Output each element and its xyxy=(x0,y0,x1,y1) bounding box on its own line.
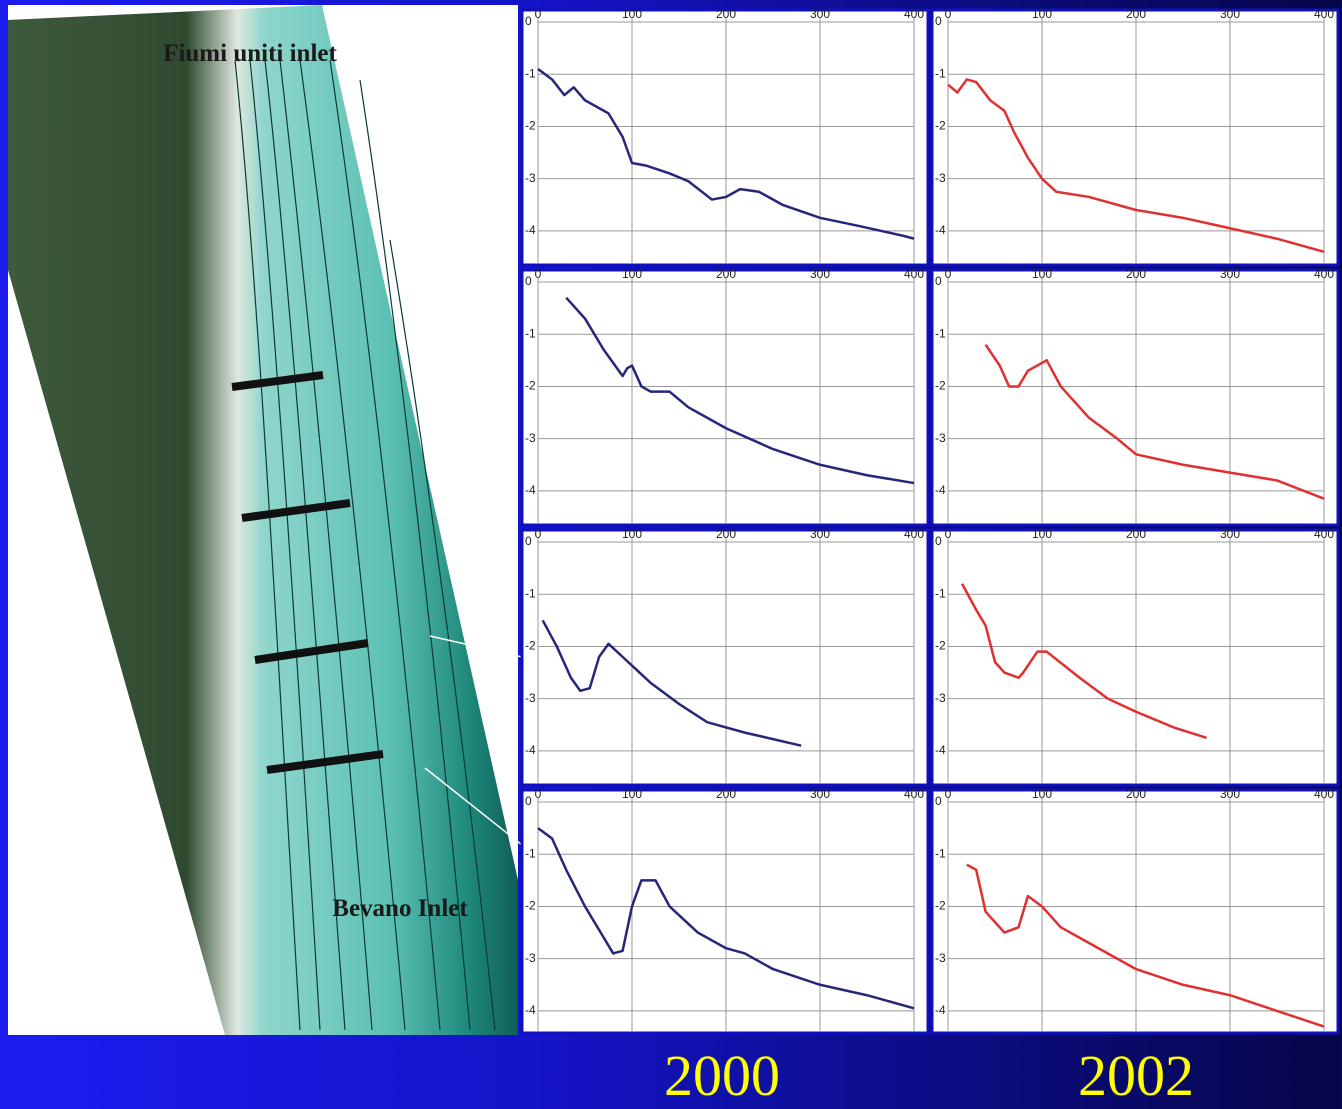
x-tick-label: 400 xyxy=(904,267,924,281)
x-tick-label: 0 xyxy=(945,787,952,801)
x-tick-label: 100 xyxy=(622,787,642,801)
y-tick-label: -3 xyxy=(525,691,536,705)
y-tick-label: -2 xyxy=(525,899,536,913)
x-tick-label: 400 xyxy=(904,787,924,801)
y-tick-label: -1 xyxy=(935,66,946,80)
y-tick-label: -3 xyxy=(935,431,946,445)
x-tick-label: 100 xyxy=(622,527,642,541)
y-tick-label: -1 xyxy=(935,326,946,340)
x-tick-label: 400 xyxy=(1314,267,1334,281)
x-tick-label: 200 xyxy=(1126,267,1146,281)
y-tick-label: -4 xyxy=(525,743,536,757)
x-tick-label: 200 xyxy=(1126,527,1146,541)
y-tick-label: -1 xyxy=(935,846,946,860)
chart-panel xyxy=(522,530,928,785)
chart-panel xyxy=(522,790,928,1033)
y-tick-label: -2 xyxy=(935,639,946,653)
chart-panel xyxy=(522,270,928,525)
y-tick-label: 0 xyxy=(525,274,532,288)
x-tick-label: 0 xyxy=(535,527,542,541)
x-tick-label: 0 xyxy=(535,7,542,21)
y-tick-label: -3 xyxy=(525,171,536,185)
x-tick-label: 0 xyxy=(535,787,542,801)
x-tick-label: 0 xyxy=(945,527,952,541)
y-tick-label: -4 xyxy=(935,223,946,237)
y-tick-label: 0 xyxy=(525,14,532,28)
x-tick-label: 0 xyxy=(945,267,952,281)
y-tick-label: -4 xyxy=(935,483,946,497)
y-tick-label: -3 xyxy=(525,951,536,965)
year-label: 2002 xyxy=(1036,1042,1236,1109)
x-tick-label: 400 xyxy=(1314,7,1334,21)
x-tick-label: 400 xyxy=(904,527,924,541)
x-tick-label: 0 xyxy=(945,7,952,21)
y-tick-label: -2 xyxy=(525,119,536,133)
y-tick-label: -4 xyxy=(935,743,946,757)
x-tick-label: 200 xyxy=(1126,787,1146,801)
y-tick-label: 0 xyxy=(935,274,942,288)
x-tick-label: 400 xyxy=(1314,527,1334,541)
x-tick-label: 100 xyxy=(1032,7,1052,21)
y-tick-label: -4 xyxy=(525,1003,536,1017)
y-tick-label: -4 xyxy=(525,223,536,237)
x-tick-label: 100 xyxy=(622,267,642,281)
x-tick-label: 100 xyxy=(1032,267,1052,281)
x-tick-label: 100 xyxy=(1032,527,1052,541)
y-tick-label: -1 xyxy=(525,326,536,340)
y-tick-label: -3 xyxy=(935,691,946,705)
chart-panel xyxy=(932,270,1338,525)
x-tick-label: 0 xyxy=(535,267,542,281)
chart-panel xyxy=(932,10,1338,265)
y-tick-label: 0 xyxy=(525,534,532,548)
y-tick-label: -4 xyxy=(525,483,536,497)
x-tick-label: 300 xyxy=(1220,7,1240,21)
slide: {"map":{"labels":["Fiumi uniti inlet","B… xyxy=(0,0,1342,1103)
x-tick-label: 400 xyxy=(904,7,924,21)
y-tick-label: -2 xyxy=(935,899,946,913)
x-tick-label: 100 xyxy=(1032,787,1052,801)
y-tick-label: -2 xyxy=(525,639,536,653)
y-tick-label: -1 xyxy=(525,586,536,600)
y-tick-label: 0 xyxy=(935,534,942,548)
y-tick-label: -3 xyxy=(935,171,946,185)
chart-panel xyxy=(932,790,1338,1033)
y-tick-label: -2 xyxy=(935,379,946,393)
y-tick-label: 0 xyxy=(935,14,942,28)
x-tick-label: 200 xyxy=(716,787,736,801)
y-tick-label: -3 xyxy=(935,951,946,965)
x-tick-label: 300 xyxy=(1220,267,1240,281)
x-tick-label: 200 xyxy=(1126,7,1146,21)
x-tick-label: 300 xyxy=(810,527,830,541)
x-tick-label: 300 xyxy=(1220,527,1240,541)
y-tick-label: -2 xyxy=(525,379,536,393)
x-tick-label: 100 xyxy=(622,7,642,21)
x-tick-label: 400 xyxy=(1314,787,1334,801)
y-tick-label: -4 xyxy=(935,1003,946,1017)
map-label: Bevano Inlet xyxy=(300,895,500,922)
year-label: 2000 xyxy=(622,1042,822,1109)
y-tick-label: -1 xyxy=(525,846,536,860)
x-tick-label: 300 xyxy=(1220,787,1240,801)
x-tick-label: 300 xyxy=(810,267,830,281)
y-tick-label: -3 xyxy=(525,431,536,445)
y-tick-label: 0 xyxy=(935,794,942,808)
map-label: Fiumi uniti inlet xyxy=(160,40,340,67)
y-tick-label: 0 xyxy=(525,794,532,808)
y-tick-label: -2 xyxy=(935,119,946,133)
x-tick-label: 200 xyxy=(716,527,736,541)
slide-graphics: 0 100 200 300 400 0 -1 -2 -3 -4 0 100 200 300 400 0 -1 -2… xyxy=(0,0,1342,1103)
y-tick-label: -1 xyxy=(525,66,536,80)
y-tick-label: -1 xyxy=(935,586,946,600)
x-tick-label: 200 xyxy=(716,7,736,21)
x-tick-label: 200 xyxy=(716,267,736,281)
x-tick-label: 300 xyxy=(810,787,830,801)
x-tick-label: 300 xyxy=(810,7,830,21)
